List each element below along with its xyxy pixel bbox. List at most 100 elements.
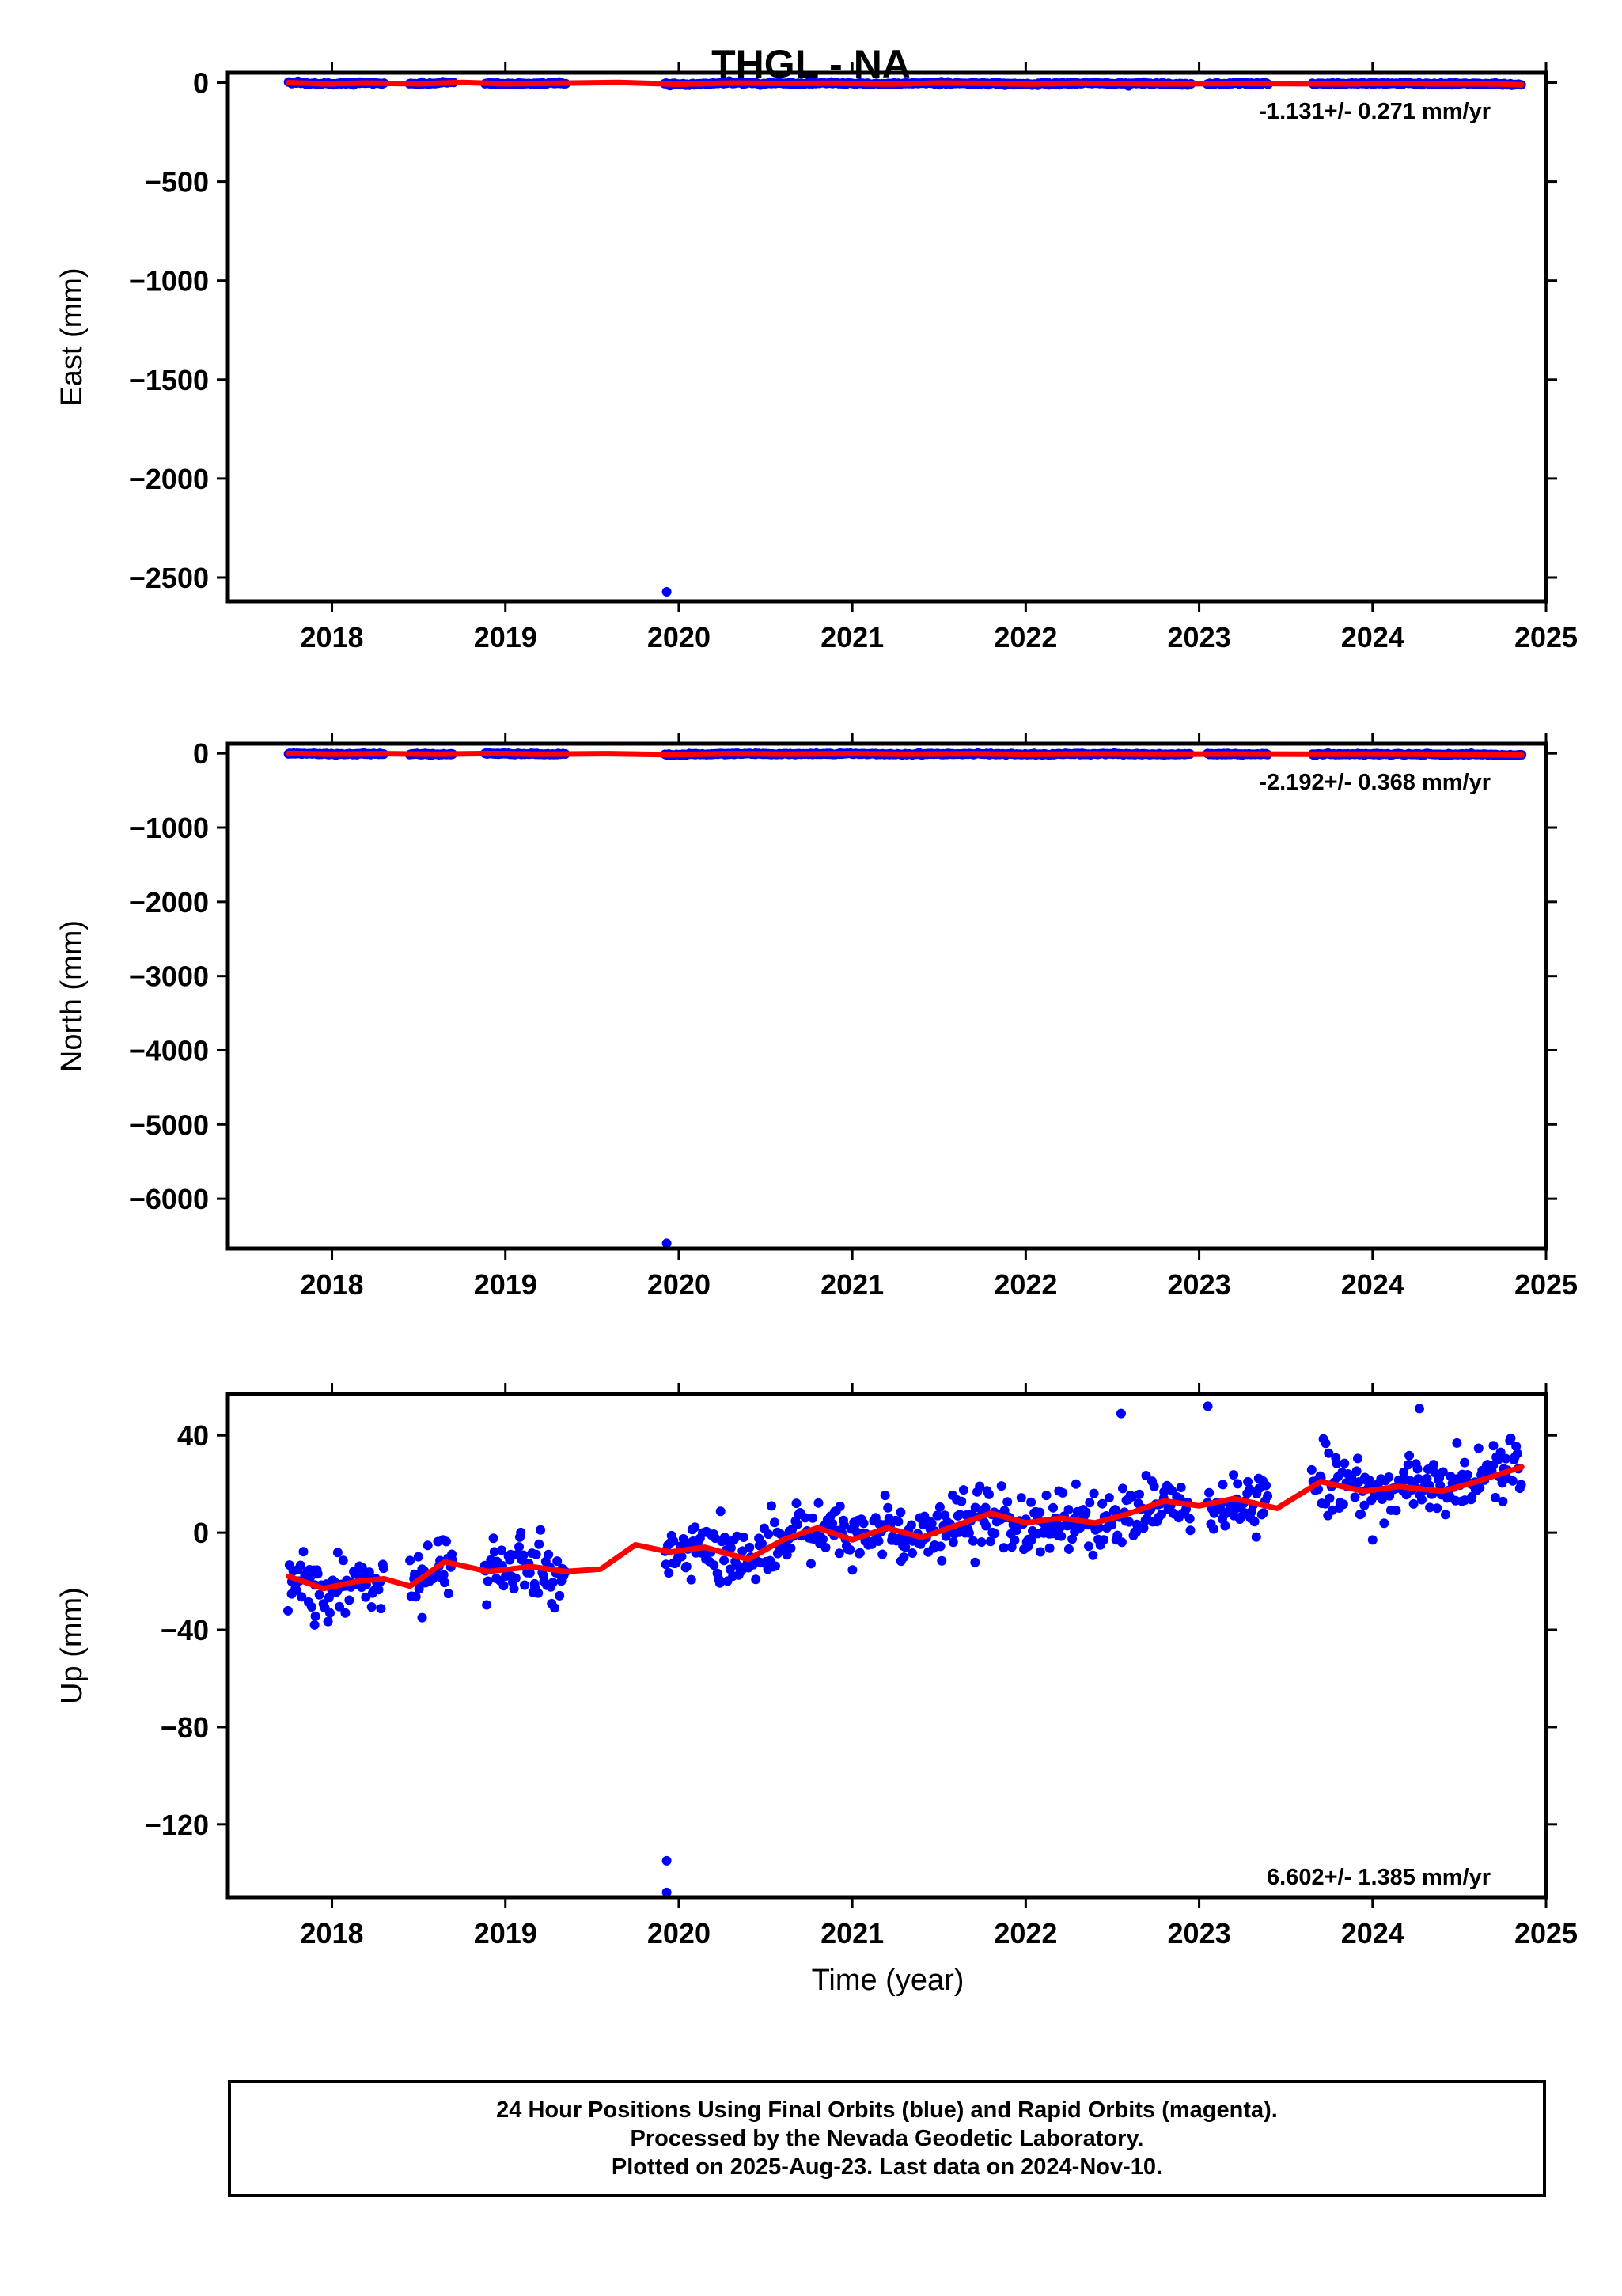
data-point <box>820 1543 831 1552</box>
data-point <box>1501 1453 1511 1464</box>
x-tick-label: 2021 <box>820 1917 884 1949</box>
data-point-outlier <box>1229 1510 1239 1521</box>
data-point <box>1097 1498 1108 1509</box>
data-point <box>1184 1514 1195 1524</box>
panel-frame <box>225 1392 1548 1900</box>
data-point <box>676 1552 687 1562</box>
data-point <box>895 1533 904 1544</box>
data-point <box>1063 1544 1074 1554</box>
data-point <box>1412 1464 1423 1474</box>
y-tick-label: −40 <box>161 1614 209 1646</box>
data-point <box>1135 1489 1144 1499</box>
x-tick-label: 2018 <box>300 621 363 654</box>
data-point <box>964 1528 974 1538</box>
data-point <box>1332 1458 1342 1468</box>
x-tick-label: 2021 <box>820 1268 884 1301</box>
data-point <box>1208 1524 1218 1534</box>
data-point <box>715 1506 726 1517</box>
data-point <box>1218 1480 1228 1490</box>
data-point <box>509 1584 519 1594</box>
data-point <box>935 1541 946 1552</box>
data-point <box>1116 1537 1127 1548</box>
data-point <box>1506 1433 1516 1443</box>
y-tick-label: 0 <box>193 1517 209 1549</box>
data-point <box>1507 1476 1518 1486</box>
data-point <box>1176 1483 1186 1492</box>
y-tick-label: −1000 <box>129 812 209 844</box>
data-points <box>283 76 1526 597</box>
data-point <box>1026 1535 1036 1545</box>
x-tick-label: 2018 <box>300 1917 363 1949</box>
data-point <box>423 1540 433 1551</box>
data-point <box>1350 1492 1360 1502</box>
data-point <box>533 1588 544 1598</box>
data-point <box>719 1555 730 1566</box>
data-point <box>411 1592 421 1602</box>
y-tick-label: −500 <box>145 166 209 199</box>
data-point <box>1353 1453 1362 1464</box>
data-point <box>948 1537 958 1548</box>
data-point-outlier <box>661 586 672 597</box>
data-point <box>482 1600 492 1610</box>
data-point-outlier <box>1367 1535 1378 1545</box>
data-point <box>1325 1493 1335 1503</box>
data-point <box>1490 1492 1500 1502</box>
y-tick-label: −3000 <box>129 960 209 993</box>
panel-north: 2018 2019 2020 2021 2022 2023 2024 2025 0 −1000 −2… <box>55 733 1578 1301</box>
data-point <box>544 1549 554 1559</box>
data-point <box>899 1552 909 1563</box>
data-point <box>344 1595 354 1605</box>
data-point <box>933 1510 943 1521</box>
data-point <box>877 1549 888 1559</box>
data-point <box>941 1531 951 1541</box>
x-tick-label: 2023 <box>1168 1917 1231 1949</box>
data-point <box>340 1608 351 1618</box>
data-point <box>510 1573 521 1583</box>
data-point <box>1249 1517 1260 1527</box>
data-point <box>726 1543 736 1553</box>
data-point <box>690 1522 700 1533</box>
data-points <box>283 1401 1526 1897</box>
data-point <box>813 1498 824 1508</box>
data-point <box>1425 1502 1435 1513</box>
data-point <box>1035 1547 1045 1557</box>
data-point <box>1041 1491 1052 1501</box>
data-point <box>1351 1466 1362 1476</box>
data-point <box>1408 1498 1419 1509</box>
data-point <box>497 1545 506 1555</box>
footer-line-processed: Processed by the Nevada Geodetic Laborat… <box>630 2126 1144 2151</box>
data-point <box>489 1547 499 1557</box>
data-point <box>880 1491 890 1501</box>
data-point <box>1233 1479 1243 1489</box>
data-point <box>883 1502 893 1513</box>
data-point <box>283 1605 293 1616</box>
panel-east: 2018 2019 2020 2021 2022 2023 2024 2025 0 −500 −10… <box>55 62 1578 654</box>
data-point <box>298 1547 309 1557</box>
data-point <box>373 1585 384 1595</box>
data-point <box>1511 1442 1522 1452</box>
data-point <box>818 1534 828 1544</box>
data-point <box>1229 1470 1239 1480</box>
y-tick-label: 0 <box>193 67 209 100</box>
data-point <box>1428 1460 1438 1470</box>
data-point <box>443 1589 453 1599</box>
data-point <box>1185 1525 1196 1536</box>
data-point <box>834 1548 844 1559</box>
data-point <box>1417 1495 1427 1505</box>
data-point <box>1404 1450 1415 1461</box>
footer-line-orbits: 24 Hour Positions Using Final Orbits (bl… <box>496 2097 1278 2123</box>
velocity-annotation: -2.192+/- 0.368 mm/yr <box>1259 770 1491 795</box>
data-point <box>855 1548 865 1558</box>
y-tick-label: 0 <box>193 737 209 770</box>
y-tick-label: −6000 <box>129 1183 209 1215</box>
data-point <box>1498 1496 1508 1506</box>
data-point <box>338 1555 348 1566</box>
data-point <box>323 1616 333 1627</box>
data-point <box>525 1568 535 1578</box>
data-point <box>548 1578 558 1588</box>
y-tick-label: −4000 <box>129 1034 209 1067</box>
data-point-outlier <box>661 1887 672 1897</box>
data-point <box>664 1568 674 1578</box>
data-point <box>738 1533 748 1542</box>
